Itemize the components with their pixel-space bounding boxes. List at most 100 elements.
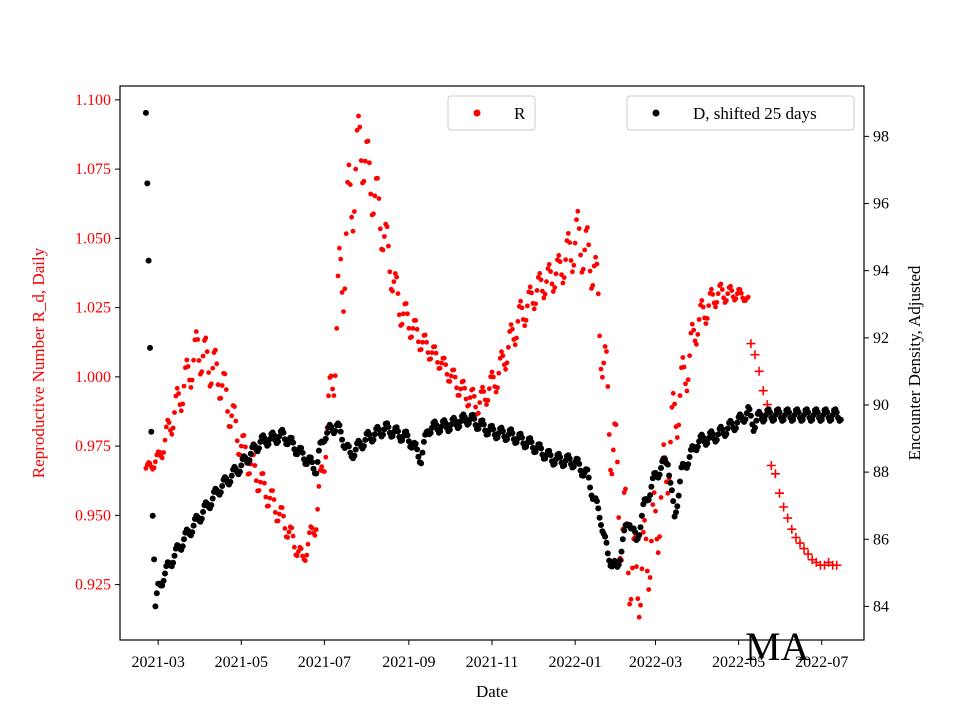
r-point [195,337,201,342]
r-point [153,459,158,465]
d-point [799,416,806,423]
r-point [665,490,671,496]
r-projection-point [746,339,756,349]
r-point [681,364,687,370]
d-point [257,438,264,445]
d-point [704,440,711,447]
r-point [724,298,729,303]
r-point [316,484,322,489]
d-point [818,416,825,423]
r-point [636,614,642,620]
d-point [767,409,773,416]
d-point [179,543,186,550]
r-point [302,558,308,563]
r-point [688,330,694,336]
r-point [689,321,695,327]
legend-d: D, shifted 25 days [626,95,855,131]
r-point [531,306,537,312]
r-point [613,422,619,428]
d-point [299,449,306,456]
r-point [143,465,149,471]
r-point [354,127,360,133]
r-point [627,601,632,607]
r-point [480,384,485,390]
r-point [428,356,434,362]
r-point [623,486,628,492]
r-point [454,385,459,391]
r-point [563,257,568,263]
r-point [185,364,191,369]
d-point [280,429,287,436]
r-point [342,286,348,292]
r-point [439,360,444,366]
r-projection-point [795,538,805,548]
y-right-tick-label: 84 [873,598,889,615]
r-point [429,350,435,356]
r-point [525,303,530,309]
d-point [366,431,373,438]
d-point [547,452,554,459]
d-point [219,483,226,489]
r-point [568,258,574,263]
d-point [446,426,453,433]
d-point [433,421,440,428]
d-point [159,582,166,589]
r-point [247,471,252,476]
r-point [166,420,172,425]
d-point [587,484,594,491]
d-point [776,409,783,416]
r-point [522,323,528,329]
y-left-tick-label: 1.075 [75,161,111,178]
d-point [647,492,654,499]
r-point [676,422,682,428]
r-point [685,377,691,383]
d-point [753,417,760,424]
r-point [506,344,511,350]
r-point [628,596,634,602]
r-point [163,424,169,430]
y-axis-left: 0.925 0.950 0.975 1.000 1.025 1.050 1.075 1.100 [75,92,120,594]
r-point [534,288,540,293]
r-point [225,409,231,414]
d-point [298,445,305,451]
d-point [757,411,764,418]
r-projection-point [770,469,780,479]
r-point [644,568,650,574]
d-point [307,454,314,461]
r-point [403,301,409,306]
d-point [371,431,378,438]
x-tick-label: 2021-05 [215,654,268,671]
d-point [275,438,282,445]
r-point [234,438,240,444]
r-point [657,534,662,539]
legend-r-marker [473,109,481,117]
r-point [384,224,390,230]
r-point [433,350,439,356]
r-point [275,518,281,524]
d-point [288,434,295,441]
r-point [529,290,534,296]
d-point [420,438,427,445]
r-point [289,525,295,531]
r-series [143,113,842,620]
r-projection-point [775,488,784,498]
d-point [576,460,583,467]
r-point [473,404,478,410]
r-point [213,347,218,353]
r-point [677,393,683,398]
d-point [149,512,156,519]
d-point [658,465,664,471]
d-point [324,429,331,436]
r-point [189,377,195,383]
r-point [376,196,382,202]
r-point [649,538,654,544]
r-point [418,347,424,352]
d-point [621,527,628,534]
r-projection-point [750,350,760,360]
r-point [277,511,282,517]
r-projection-point [766,461,776,470]
x-tick-label: 2022-03 [629,654,682,671]
r-point [243,444,248,450]
r-point [674,435,680,440]
r-point [538,277,544,283]
